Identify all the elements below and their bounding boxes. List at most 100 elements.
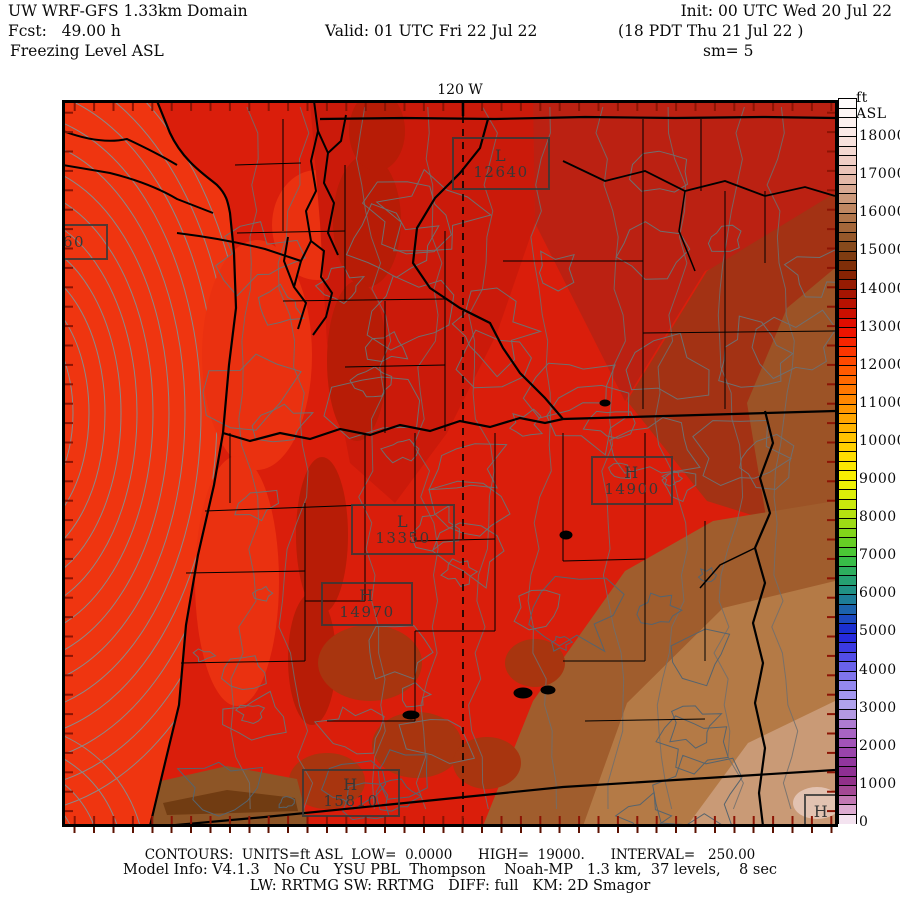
init-time: Init: 00 UTC Wed 20 Jul 22 — [680, 2, 892, 20]
valid-time-local: (18 PDT Thu 21 Jul 22 ) — [618, 22, 804, 40]
colorbar-cell — [839, 767, 856, 777]
colorbar-cell — [839, 710, 856, 720]
colorbar-cell — [839, 671, 856, 682]
colorbar-tick-label: 15000 — [859, 242, 900, 259]
contours-info-line: CONTOURS: UNITS=ft ASL LOW= 0.0000 HIGH=… — [144, 847, 756, 863]
colorbar-tick-label: 17000 — [859, 166, 900, 183]
colorbar-cell — [839, 547, 856, 558]
colorbar-cell — [839, 175, 856, 185]
colorbar-cell — [839, 490, 856, 500]
contour-map-graphic — [65, 103, 835, 824]
colorbar-cell — [839, 509, 856, 520]
colorbar-cell — [839, 519, 856, 529]
colorbar-cell — [839, 108, 856, 119]
colorbar-cell — [839, 757, 856, 768]
colorbar-cell — [839, 805, 856, 816]
colorbar-cell — [839, 289, 856, 300]
colorbar-cell — [839, 633, 856, 644]
terrain-fill-layer — [150, 103, 835, 824]
colorbar-cell — [839, 337, 856, 348]
colorbar-cell — [839, 624, 856, 634]
colorbar-cell — [839, 652, 856, 663]
colorbar-cell — [839, 242, 856, 252]
colorbar-tick-label: 8000 — [859, 509, 897, 526]
colorbar-cell — [839, 452, 856, 462]
longitude-label: 120 W — [437, 82, 483, 98]
colorbar-cell — [839, 423, 856, 434]
colorbar-cell — [839, 328, 856, 338]
colorbar-cell — [839, 776, 856, 787]
colorbar-cell — [839, 223, 856, 233]
colorbar-cell — [839, 232, 856, 243]
colorbar-cell — [839, 204, 856, 214]
colorbar-cell — [839, 194, 856, 205]
colorbar-cell — [839, 681, 856, 691]
colorbar-tick-label: 13000 — [859, 318, 900, 335]
valid-time: Valid: 01 UTC Fri 22 Jul 22 — [325, 22, 538, 40]
colorbar-cell — [839, 690, 856, 701]
product-title: Freezing Level ASL — [10, 42, 164, 60]
colorbar-tick-label: 16000 — [859, 204, 900, 221]
colorbar — [838, 98, 857, 824]
colorbar-cell — [839, 347, 856, 357]
colorbar-tick-label: 4000 — [859, 661, 897, 678]
colorbar-cell — [839, 700, 856, 710]
colorbar-cell — [839, 261, 856, 271]
colorbar-cell — [839, 433, 856, 443]
terrain-contours — [176, 106, 835, 824]
colorbar-cell — [839, 385, 856, 395]
colorbar-cell — [839, 471, 856, 481]
colorbar-cell — [839, 614, 856, 625]
colorbar-cell — [839, 118, 856, 128]
colorbar-tick-label: 12000 — [859, 356, 900, 373]
colorbar-cell — [839, 461, 856, 472]
colorbar-cell — [839, 604, 856, 615]
colorbar-cell — [839, 414, 856, 424]
colorbar-cell — [839, 738, 856, 749]
colorbar-tick-label: 18000 — [859, 128, 900, 145]
forecast-hour: Fcst: 49.00 h — [8, 22, 121, 40]
colorbar-cell — [839, 99, 856, 109]
colorbar-cell — [839, 280, 856, 290]
colorbar-cell — [839, 786, 856, 796]
colorbar-cell — [839, 576, 856, 586]
colorbar-cell — [839, 213, 856, 224]
colorbar-cell — [839, 595, 856, 605]
colorbar-cell — [839, 719, 856, 730]
colorbar-cell — [839, 394, 856, 405]
colorbar-cell — [839, 748, 856, 758]
colorbar-cell — [839, 795, 856, 806]
physics-info-line: LW: RRTMG SW: RRTMG DIFF: full KM: 2D Sm… — [249, 878, 651, 894]
colorbar-tick-label: 2000 — [859, 737, 897, 754]
colorbar-cell — [839, 184, 856, 195]
colorbar-cell — [839, 442, 856, 453]
colorbar-cell — [839, 251, 856, 262]
colorbar-cell — [839, 156, 856, 166]
colorbar-tick-label: 11000 — [859, 394, 900, 411]
colorbar-cell — [839, 557, 856, 567]
domain-title: UW WRF-GFS 1.33km Domain — [8, 2, 248, 20]
colorbar-tick-label: 5000 — [859, 623, 897, 640]
colorbar-cell — [839, 127, 856, 138]
colorbar-cell — [839, 375, 856, 386]
colorbar-cell — [839, 318, 856, 329]
smoothing-label: sm= 5 — [703, 42, 754, 60]
colorbar-cell — [839, 404, 856, 415]
colorbar-cell — [839, 309, 856, 319]
colorbar-cell — [839, 480, 856, 491]
colorbar-cell — [839, 662, 856, 672]
colorbar-cell — [839, 299, 856, 310]
colorbar-cell — [839, 528, 856, 539]
colorbar-tick-label: 14000 — [859, 280, 900, 297]
colorbar-cell — [839, 270, 856, 281]
map-frame-ticks — [65, 103, 835, 824]
colorbar-cell — [839, 538, 856, 548]
colorbar-tick-label: 3000 — [859, 699, 897, 716]
map-area: L 12640 60 H 14900 L 13350 H 14970 H 15810 H — [62, 100, 838, 827]
colorbar-cell — [839, 815, 856, 824]
colorbar-tick-label: 9000 — [859, 471, 897, 488]
colorbar-cell — [839, 146, 856, 157]
colorbar-cell — [839, 137, 856, 147]
